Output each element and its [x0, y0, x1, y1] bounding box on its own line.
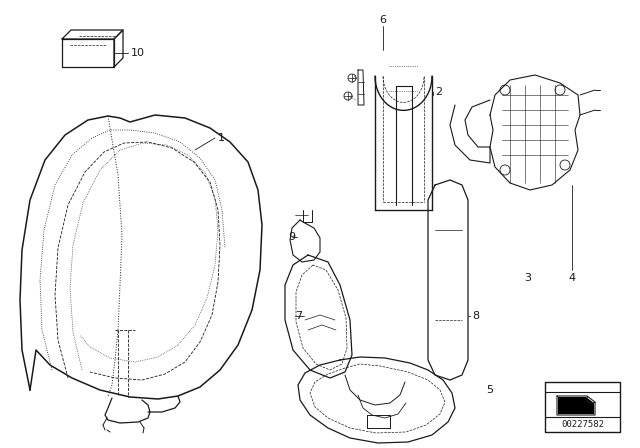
Text: 6: 6	[380, 15, 387, 25]
Text: 2: 2	[435, 87, 442, 97]
Text: 3: 3	[525, 273, 531, 283]
Text: 10: 10	[131, 48, 145, 58]
Text: 9: 9	[288, 232, 295, 242]
Text: 1: 1	[218, 133, 225, 143]
Text: 5: 5	[486, 385, 493, 395]
Text: 4: 4	[568, 273, 575, 283]
Text: 8: 8	[472, 311, 479, 321]
Text: 7: 7	[295, 311, 302, 321]
Polygon shape	[558, 397, 594, 414]
Text: 00227582: 00227582	[561, 420, 604, 429]
